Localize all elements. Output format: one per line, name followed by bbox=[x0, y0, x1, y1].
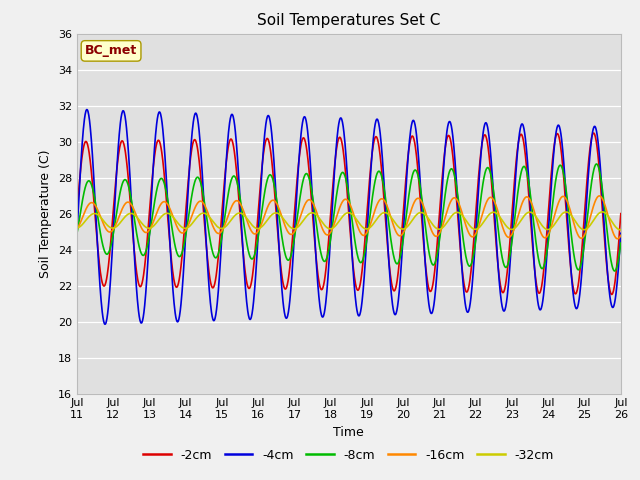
Text: BC_met: BC_met bbox=[85, 44, 137, 58]
Y-axis label: Soil Temperature (C): Soil Temperature (C) bbox=[39, 149, 52, 278]
Legend: -2cm, -4cm, -8cm, -16cm, -32cm: -2cm, -4cm, -8cm, -16cm, -32cm bbox=[138, 444, 559, 467]
X-axis label: Time: Time bbox=[333, 426, 364, 439]
Title: Soil Temperatures Set C: Soil Temperatures Set C bbox=[257, 13, 440, 28]
